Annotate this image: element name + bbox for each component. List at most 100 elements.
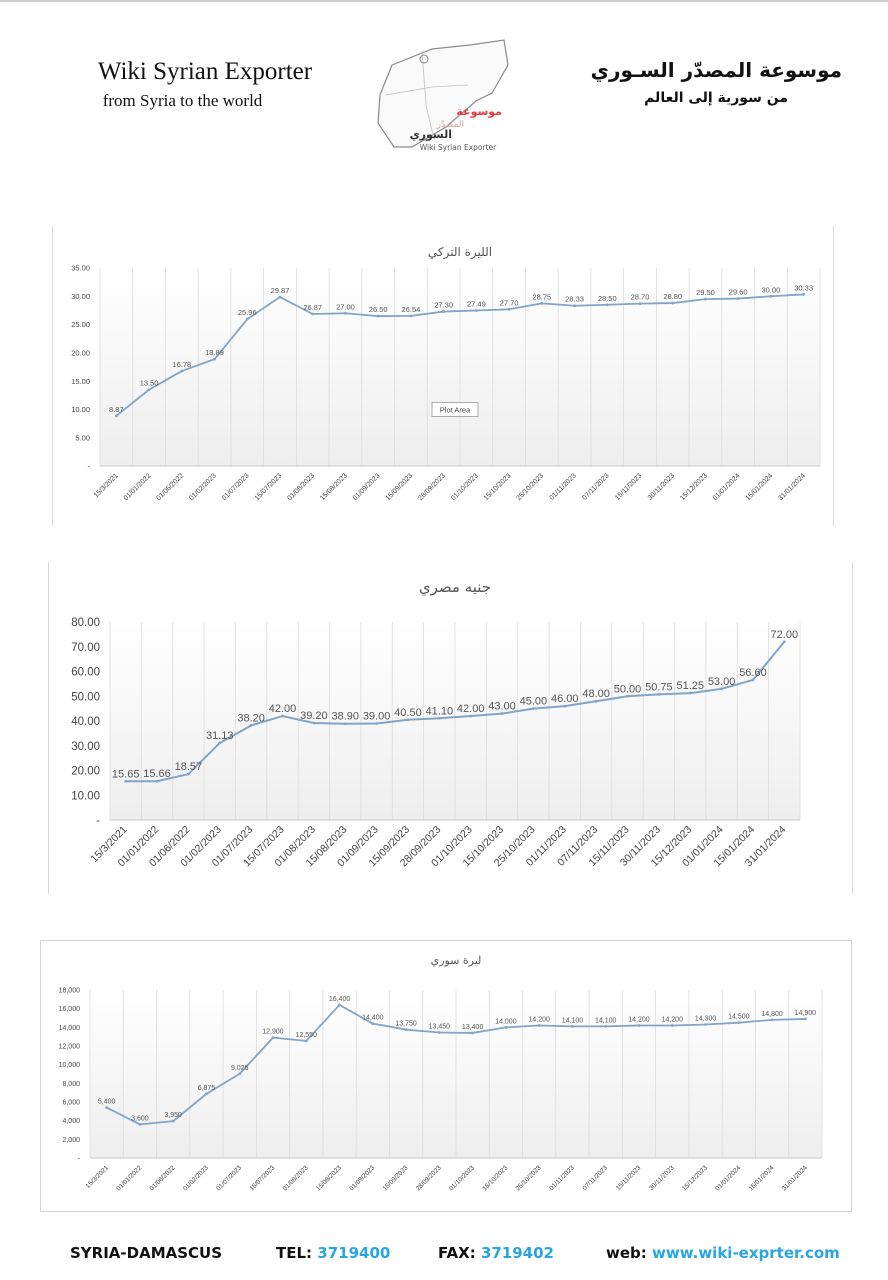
data-point	[205, 1092, 208, 1096]
data-point	[605, 303, 609, 307]
y-tick-label: 10,000	[59, 1062, 81, 1069]
data-label: 46.00	[551, 693, 579, 705]
data-point	[404, 1028, 408, 1032]
x-tick-label: 01/08/2023	[282, 1164, 310, 1192]
data-point	[442, 310, 446, 313]
data-point	[245, 317, 249, 321]
x-tick-label: 01/02/2023	[182, 1164, 210, 1192]
data-label: 41.10	[426, 705, 454, 717]
x-tick-label: 15/10/2023	[483, 472, 513, 502]
data-point	[155, 779, 159, 783]
footer-fax-label: FAX:	[438, 1244, 476, 1262]
x-tick-label: 01/10/2023	[450, 472, 480, 502]
data-point	[782, 640, 786, 644]
data-label: 15.66	[143, 768, 171, 780]
data-label: 16.78	[172, 360, 191, 369]
x-tick-label: 28/09/2023	[417, 472, 447, 502]
x-tick-label: 25/10/2023	[516, 472, 546, 502]
y-tick-label: 80.00	[71, 617, 100, 629]
data-label: 18.57	[175, 761, 203, 773]
x-tick-label: 30/11/2023	[648, 1164, 676, 1192]
y-tick-label: 8,000	[62, 1081, 80, 1088]
x-tick-label: 15/3/2021	[93, 472, 120, 499]
data-label: 14,000	[495, 1018, 517, 1025]
data-label: 26.50	[369, 305, 388, 314]
y-tick-label: 10.00	[71, 405, 90, 414]
data-point	[573, 304, 576, 308]
y-tick-label: 35.00	[71, 264, 90, 273]
data-point	[238, 1072, 242, 1076]
x-tick-label: 15/12/2023	[681, 1164, 709, 1192]
data-point	[278, 295, 282, 299]
data-label: 5,400	[98, 1099, 116, 1106]
logo: موسوعة المصدّر السوري Wiki Syrian Export…	[372, 35, 514, 155]
data-label: 14,800	[761, 1011, 783, 1018]
y-tick-label: 16,000	[59, 1006, 81, 1013]
logo-text-red-2: المصدّر	[436, 120, 464, 130]
x-tick-label: 15/09/2023	[385, 472, 415, 502]
data-point	[751, 678, 755, 682]
data-label: 28.33	[565, 295, 584, 304]
x-tick-label: 28/09/2023	[415, 1164, 443, 1192]
x-tick-label: 15/10/2023	[481, 1164, 509, 1192]
data-label: 15.65	[112, 768, 140, 780]
turkish-lira-chart: الليرة التركي - 5.00 10.00 15.00 20.00 25.00 30…	[52, 226, 834, 526]
chart-frame	[40, 940, 852, 1212]
data-label: 56.60	[739, 667, 767, 679]
header-title-ar: موسوعة المصدّر السـوري	[590, 58, 842, 82]
logo-text-en: Wiki Syrian Exporter	[420, 143, 497, 152]
data-label: 26.54	[402, 305, 421, 314]
chart-svg-turkish-lira: الليرة التركي - 5.00 10.00 15.00 20.00 25.00 30…	[52, 226, 834, 526]
data-point	[281, 714, 284, 718]
data-label: 14,400	[362, 1015, 384, 1022]
data-label: 29.50	[696, 288, 715, 297]
data-point	[626, 694, 629, 698]
data-point	[604, 1025, 608, 1028]
header-subtitle-ar: من سورية إلى العالم	[644, 90, 788, 106]
data-label: 13,450	[429, 1023, 451, 1030]
x-tick-label: 01/01/2022	[115, 1164, 143, 1192]
x-tick-label: 15/07/2023	[254, 472, 284, 502]
y-tick-label: 10.00	[71, 790, 100, 802]
data-point	[537, 1024, 541, 1027]
data-label: 29.87	[271, 286, 290, 295]
data-label: 3,600	[131, 1115, 149, 1122]
data-point	[343, 722, 347, 726]
x-tick-label: 31/01/2024	[777, 472, 807, 502]
data-point	[769, 294, 773, 298]
y-tick-label: 5.00	[75, 433, 90, 442]
data-point	[376, 314, 380, 318]
data-label: 50.00	[614, 683, 642, 695]
x-tick-label: 15/08/2023	[315, 1164, 343, 1192]
data-label: 42.00	[269, 703, 297, 715]
x-tick-label: 01/11/2023	[549, 472, 578, 501]
data-label: 38.90	[331, 711, 359, 723]
x-tick-label: 15/01/2024	[748, 1164, 776, 1192]
data-point	[532, 707, 535, 711]
data-label: 50.75	[645, 681, 673, 693]
y-tick-label: 30.00	[71, 292, 90, 301]
series-line	[115, 293, 804, 417]
x-tick-label: 15/12/2023	[679, 472, 709, 502]
data-label: 27.00	[336, 302, 355, 311]
logo-text-red: موسوعة	[456, 105, 502, 118]
x-tick-label: 30/11/2023	[647, 472, 676, 501]
data-label: 14,900	[795, 1010, 817, 1017]
y-tick-label: 50.00	[71, 691, 100, 703]
data-point	[571, 1025, 574, 1028]
data-label: 38.20	[237, 712, 265, 724]
x-tick-label: 01/09/2023	[348, 1164, 376, 1192]
x-tick-label: 15/3/2021	[85, 1164, 111, 1190]
data-label: 28.75	[532, 292, 551, 301]
data-point	[803, 1017, 807, 1021]
website-link[interactable]: www.wiki-exprter.com	[652, 1244, 840, 1262]
data-point	[474, 309, 478, 312]
footer-web: web: www.wiki-exprter.com	[606, 1244, 840, 1262]
y-tick-label: 18,000	[59, 987, 81, 994]
series-line	[106, 1004, 806, 1126]
data-point	[507, 307, 511, 311]
data-label: 39.20	[300, 710, 328, 722]
x-tick-label: 01/11/2023	[548, 1164, 576, 1192]
x-tick-label: 15/09/2023	[382, 1164, 410, 1192]
syrian-pound-chart: ليرة سوري - 2,000 4,000 6,000 8,000 10,000 12,0…	[40, 940, 852, 1212]
